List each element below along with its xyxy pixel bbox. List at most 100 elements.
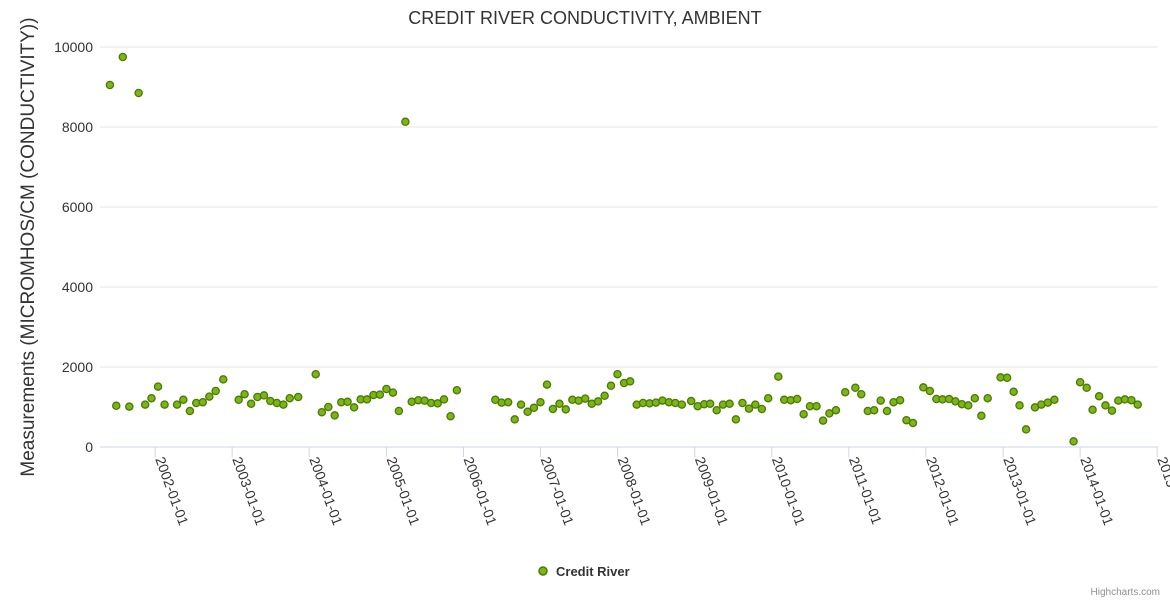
data-point[interactable] <box>311 369 320 379</box>
data-point[interactable] <box>738 398 747 408</box>
data-point[interactable] <box>240 389 249 399</box>
data-point[interactable] <box>542 380 552 389</box>
data-point[interactable] <box>140 400 150 409</box>
data-point[interactable] <box>536 397 545 407</box>
data-point[interactable] <box>1075 377 1085 387</box>
data-point[interactable] <box>851 383 860 393</box>
data-point[interactable] <box>977 411 986 421</box>
data-point[interactable] <box>293 392 303 402</box>
legend-label[interactable]: Credit River <box>556 564 630 579</box>
data-point[interactable] <box>1133 400 1142 409</box>
data-point[interactable] <box>983 393 992 403</box>
data-point[interactable] <box>561 405 571 414</box>
data-point[interactable] <box>105 80 115 90</box>
data-point[interactable] <box>324 402 333 412</box>
data-point[interactable] <box>895 395 905 405</box>
data-point[interactable] <box>153 382 163 391</box>
data-point[interactable] <box>1107 406 1117 415</box>
data-point[interactable] <box>349 403 359 412</box>
data-point[interactable] <box>925 386 935 396</box>
data-point[interactable] <box>600 391 609 401</box>
data-point[interactable] <box>818 416 828 425</box>
data-point[interactable] <box>919 383 928 392</box>
data-point[interactable] <box>112 401 121 411</box>
data-point[interactable] <box>1082 383 1091 393</box>
data-point[interactable] <box>211 386 220 396</box>
data-point[interactable] <box>503 397 513 407</box>
data-point[interactable] <box>198 397 208 407</box>
data-point[interactable] <box>1088 405 1097 415</box>
data-point[interactable] <box>857 389 866 399</box>
legend-item[interactable]: Credit River <box>538 564 630 579</box>
data-point[interactable] <box>279 400 288 409</box>
data-point[interactable] <box>510 415 519 424</box>
data-point[interactable] <box>625 377 635 386</box>
data-point[interactable] <box>825 409 834 418</box>
data-point[interactable] <box>548 404 558 414</box>
data-point[interactable] <box>799 409 808 419</box>
data-point[interactable] <box>205 392 214 401</box>
data-point[interactable] <box>712 405 721 415</box>
data-point[interactable] <box>1127 395 1136 405</box>
data-point[interactable] <box>317 407 327 417</box>
data-point[interactable] <box>751 400 760 409</box>
data-point[interactable] <box>840 387 850 397</box>
data-point[interactable] <box>744 404 754 413</box>
data-point[interactable] <box>375 390 385 399</box>
data-point[interactable] <box>686 396 696 406</box>
data-point[interactable] <box>179 395 188 405</box>
data-point[interactable] <box>970 393 980 403</box>
credits-link[interactable]: Highcharts.com <box>1091 587 1160 598</box>
data-point[interactable] <box>1002 373 1012 383</box>
data-point[interactable] <box>433 399 442 408</box>
data-point[interactable] <box>147 393 156 403</box>
data-point[interactable] <box>523 407 532 417</box>
data-point[interactable] <box>452 385 462 395</box>
data-point[interactable] <box>172 400 182 409</box>
data-point[interactable] <box>774 372 783 381</box>
data-point[interactable] <box>613 369 622 379</box>
data-point[interactable] <box>446 411 455 421</box>
data-point[interactable] <box>1101 401 1110 410</box>
data-point[interactable] <box>1015 401 1024 410</box>
data-point[interactable] <box>580 394 590 403</box>
data-point[interactable] <box>831 405 841 415</box>
data-point[interactable] <box>869 405 879 415</box>
data-point[interactable] <box>388 388 398 397</box>
data-point[interactable] <box>362 395 372 404</box>
data-point[interactable] <box>246 399 256 409</box>
data-point[interactable] <box>1009 387 1018 397</box>
data-point[interactable] <box>677 400 687 409</box>
data-point[interactable] <box>1050 395 1059 405</box>
data-point[interactable] <box>705 399 715 409</box>
data-point[interactable] <box>876 396 885 405</box>
data-point[interactable] <box>882 406 892 416</box>
data-point[interactable] <box>908 418 918 428</box>
data-point[interactable] <box>792 394 802 404</box>
data-point[interactable] <box>259 391 269 400</box>
data-point[interactable] <box>606 381 616 391</box>
data-point[interactable] <box>731 415 741 424</box>
data-point[interactable] <box>382 384 391 394</box>
data-point[interactable] <box>593 397 603 406</box>
data-point[interactable] <box>234 395 243 405</box>
data-point[interactable] <box>1021 425 1031 434</box>
data-point[interactable] <box>763 393 773 403</box>
data-point[interactable] <box>964 401 973 410</box>
data-point[interactable] <box>219 375 228 384</box>
data-point[interactable] <box>812 401 821 411</box>
data-point[interactable] <box>125 402 134 411</box>
data-point[interactable] <box>555 399 564 409</box>
data-point[interactable] <box>394 406 404 416</box>
data-point[interactable] <box>330 411 339 420</box>
data-point[interactable] <box>1069 437 1078 446</box>
data-point[interactable] <box>401 117 410 127</box>
data-point[interactable] <box>1094 391 1104 401</box>
data-point[interactable] <box>160 400 169 409</box>
data-point[interactable] <box>725 399 734 409</box>
data-point[interactable] <box>757 404 767 414</box>
data-point[interactable] <box>134 88 143 98</box>
data-point[interactable] <box>185 406 195 416</box>
data-point[interactable] <box>343 397 352 407</box>
data-point[interactable] <box>118 52 128 62</box>
